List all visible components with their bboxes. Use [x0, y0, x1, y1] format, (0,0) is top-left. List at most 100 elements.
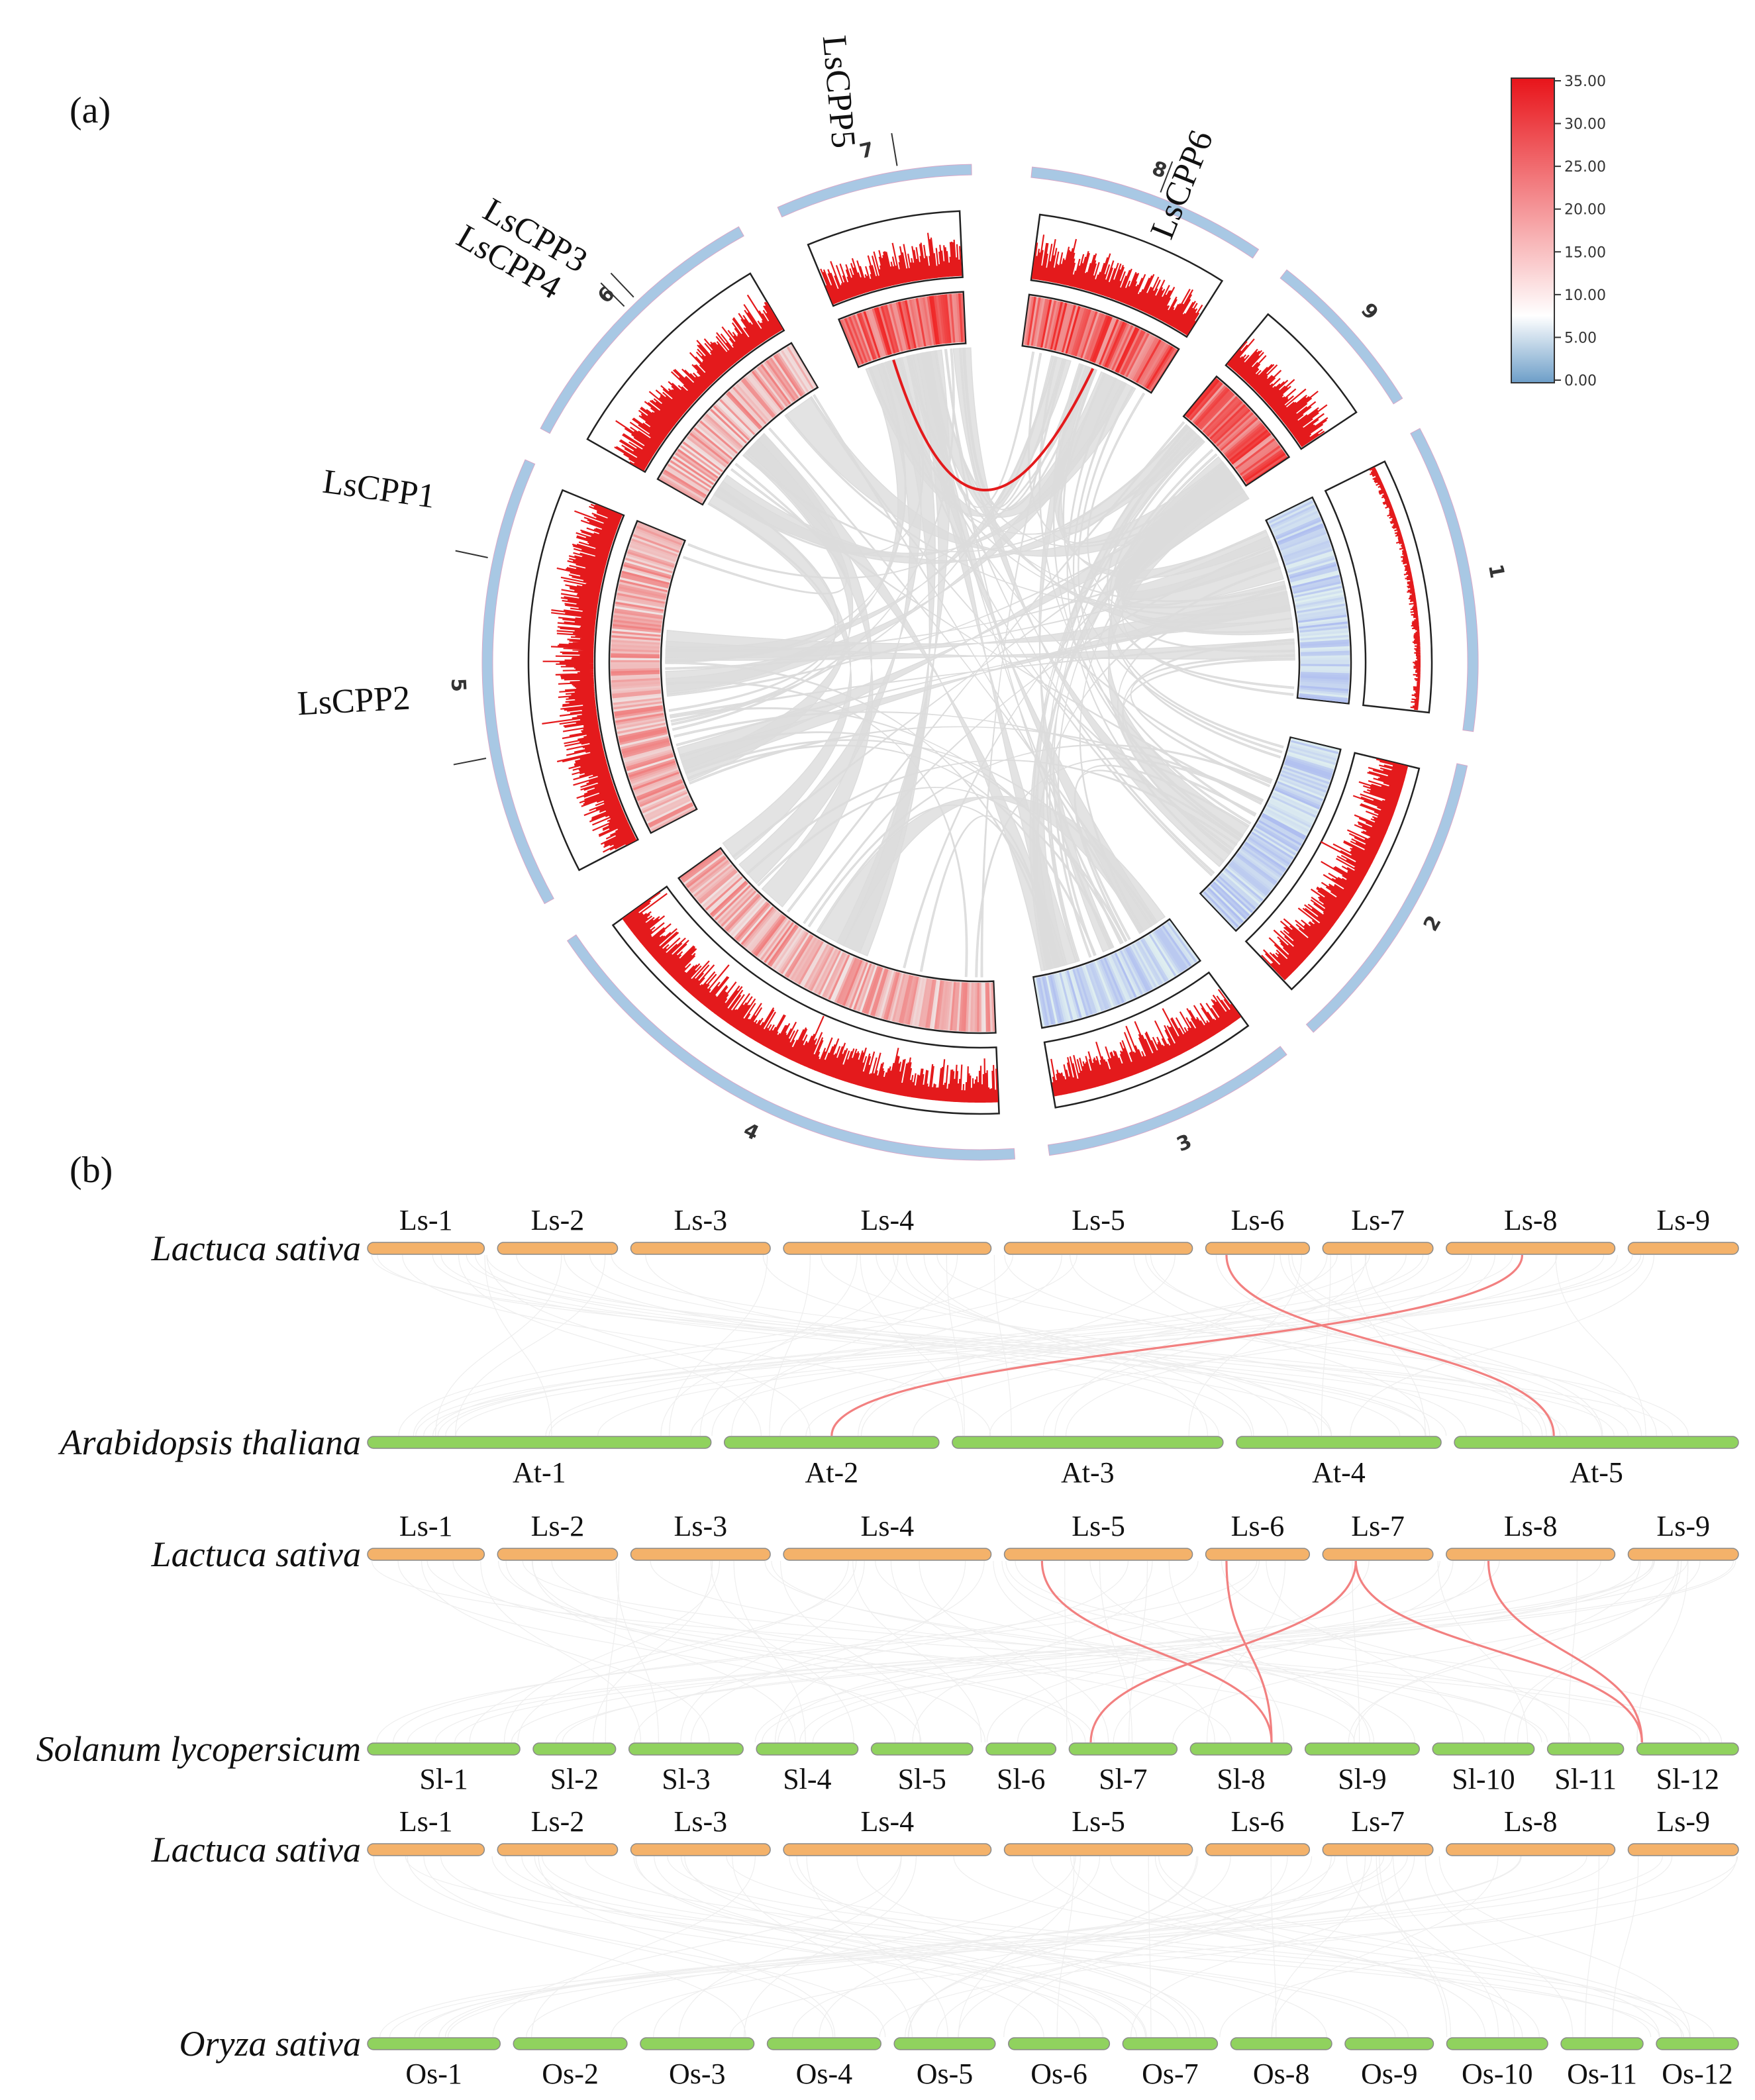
gene-density-histogram-track [527, 210, 1433, 1115]
chromosome-bar-sl-7 [1068, 1742, 1178, 1756]
heatmap-frame-chr-1 [1265, 496, 1352, 705]
chromosome-label-ls-8: Ls-8 [1504, 1204, 1558, 1236]
chromosome-bar-ls-2 [497, 1242, 619, 1255]
chromosome-bar-at-5 [1454, 1436, 1739, 1449]
chromosome-bar-ls-5 [1003, 1242, 1193, 1255]
chromosome-label-ls-3: Ls-3 [674, 1805, 727, 1838]
gene-tick-lscpp6 [1160, 161, 1174, 193]
legend-tick-label: 10.00 [1564, 287, 1606, 304]
chromosome-bar-ls-4 [783, 1548, 992, 1561]
chromosome-label-ls-3: Ls-3 [674, 1510, 727, 1542]
chromosome-number-1: 1 [1483, 562, 1509, 580]
ideogram-chr-4 [566, 934, 1015, 1161]
chromosome-label-ls-1: Ls-1 [399, 1204, 453, 1236]
heatmap-frame-chr-8 [1021, 293, 1180, 394]
chromosome-bar-sl-1 [367, 1742, 521, 1756]
chromosome-label-ls-5: Ls-5 [1072, 1805, 1125, 1838]
legend-tick-label: 0.00 [1564, 373, 1597, 389]
chromosome-bar-sl-3 [628, 1742, 744, 1756]
ideogram-chr-8 [1030, 166, 1260, 259]
comparison-3-row: Os-1 Os-2 Os-3 Os-4 Os-5 Os-6 Os-7 Os-8 Os-9 Os-1… [367, 2037, 1739, 2090]
chromosome-label-ls-2: Ls-2 [531, 1805, 585, 1838]
chromosome-bar-ls-3 [630, 1242, 771, 1255]
heatmap-cells-chr-5 [610, 522, 695, 832]
species-label: Lactuca sativa [151, 1228, 361, 1268]
chromosome-label-sl-12: Sl-12 [1656, 1763, 1719, 1795]
legend-tick-label: 30.00 [1564, 117, 1606, 133]
heatmap-frame-chr-5 [608, 519, 698, 834]
chromosome-bar-ls-6 [1205, 1242, 1311, 1255]
heatmap-cells-chr-9 [1185, 377, 1288, 485]
background-links [373, 1856, 1738, 2038]
legend-tick-label: 25.00 [1564, 159, 1606, 175]
chromosome-bar-ls-1 [367, 1242, 485, 1255]
heatmap-frame-chr-2 [1199, 736, 1342, 932]
species-label: Lactuca sativa [151, 1534, 361, 1574]
chromosome-label-os-1: Os-1 [405, 2058, 462, 2090]
chromosome-label-os-11: Os-11 [1567, 2058, 1637, 2090]
chromosome-bar-ls-7 [1322, 1843, 1434, 1856]
species-label: Arabidopsis thaliana [58, 1423, 361, 1462]
chromosome-label-sl-2: Sl-2 [550, 1763, 599, 1795]
chromosome-bar-os-3 [640, 2037, 755, 2050]
chromosome-label-ls-8: Ls-8 [1504, 1805, 1558, 1838]
chromosome-label-os-12: Os-12 [1662, 2058, 1733, 2090]
heatmap-cells-chr-8 [1023, 296, 1178, 391]
gene-label-lscpp2: LsCPP2 [296, 679, 411, 723]
chromosome-label-sl-5: Sl-5 [898, 1763, 946, 1795]
synteny-links [665, 347, 1295, 977]
lactuca-sativa-3-row: Ls-1 Ls-2 Ls-3 Ls-4 Ls-5 Ls-6 Ls-7 Ls-8 Ls-9 [367, 1805, 1739, 1856]
chromosome-label-ls-7: Ls-7 [1351, 1805, 1405, 1838]
gene-density-heatmap-track [608, 291, 1352, 1034]
chromosome-label-ls-3: Ls-3 [674, 1204, 727, 1236]
chromosome-label-ls-7: Ls-7 [1351, 1510, 1405, 1542]
chromosome-bar-os-11 [1560, 2037, 1644, 2050]
lactuca-sativa-2-row: Ls-1 Ls-2 Ls-3 Ls-4 Ls-5 Ls-6 Ls-7 Ls-8 Ls-9 [367, 1510, 1739, 1561]
chromosome-bar-sl-10 [1432, 1742, 1535, 1756]
ideogram-chr-2 [1305, 763, 1468, 1033]
chromosome-label-sl-3: Sl-3 [662, 1763, 710, 1795]
heatmap-frame-chr-6 [656, 342, 819, 506]
chromosome-bar-os-2 [513, 2037, 628, 2050]
chromosome-label-os-4: Os-4 [796, 2058, 853, 2090]
density-bars-chr-5 [542, 503, 637, 853]
chromosome-bar-ls-9 [1627, 1843, 1739, 1856]
chromosome-label-sl-9: Sl-9 [1338, 1763, 1386, 1795]
chromosome-label-ls-1: Ls-1 [399, 1510, 453, 1542]
chromosome-label-ls-6: Ls-6 [1231, 1805, 1285, 1838]
chromosome-label-ls-6: Ls-6 [1231, 1204, 1285, 1236]
gene-label-lscpp1: LsCPP1 [321, 463, 438, 516]
highlight-synteny-link [1089, 1560, 1357, 1743]
legend-colorbar [1511, 77, 1555, 383]
chromosome-label-ls-5: Ls-5 [1072, 1204, 1125, 1236]
gene-tick-lscpp4 [610, 272, 634, 298]
chromosome-number-5: 5 [446, 677, 470, 692]
density-frame-chr-3 [1043, 971, 1250, 1109]
density-frame-chr-7 [807, 210, 964, 307]
chromosome-bar-ls-3 [630, 1843, 771, 1856]
density-frame-chr-8 [1030, 213, 1224, 338]
chromosome-label-os-3: Os-3 [669, 2058, 726, 2090]
density-bars-chr-7 [820, 232, 962, 305]
chromosome-label-os-7: Os-7 [1142, 2058, 1199, 2090]
chromosome-label-ls-1: Ls-1 [399, 1805, 453, 1838]
chromosome-label-os-5: Os-5 [917, 2058, 974, 2090]
panel-a-label: (a) [70, 90, 111, 131]
legend-tick-label: 5.00 [1564, 330, 1597, 346]
chromosome-bar-ls-2 [497, 1843, 619, 1856]
chromosome-bar-ls-6 [1205, 1548, 1311, 1561]
highlight-synteny-link [1225, 1560, 1273, 1743]
density-bars-chr-9 [1227, 338, 1329, 448]
heatmap-frame-chr-4 [677, 846, 997, 1034]
chromosome-bar-ls-4 [783, 1843, 992, 1856]
synteny-comparisons: Ls-1 Ls-2 Ls-3 Ls-4 Ls-5 Ls-6 Ls-7 Ls-8 Ls-9 At-1… [36, 1204, 1739, 2090]
chromosome-bar-ls-1 [367, 1548, 485, 1561]
chromosome-label-sl-10: Sl-10 [1452, 1763, 1515, 1795]
heatmap-cells-chr-3 [1034, 921, 1199, 1027]
background-links [371, 1560, 1736, 1743]
chromosome-bar-ls-5 [1003, 1548, 1193, 1561]
chromosome-number-3: 3 [1174, 1130, 1195, 1156]
chromosome-label-at-3: At-3 [1061, 1456, 1115, 1489]
chromosome-bar-ls-8 [1446, 1242, 1616, 1255]
chromosome-label-at-2: At-2 [805, 1456, 858, 1489]
